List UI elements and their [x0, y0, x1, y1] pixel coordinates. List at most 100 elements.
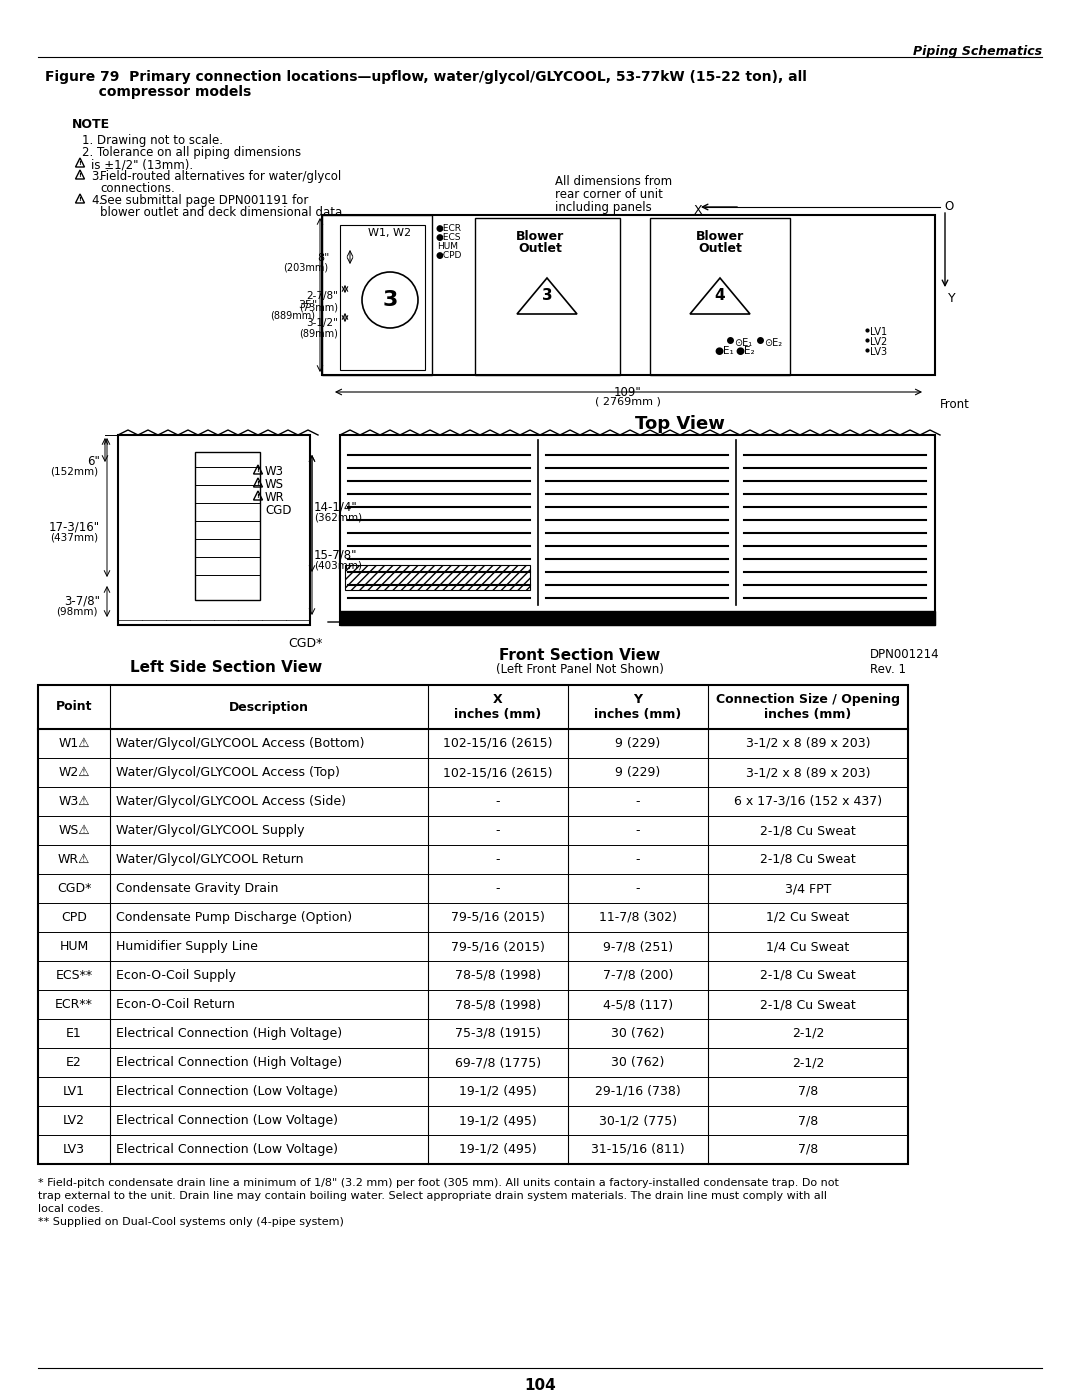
Text: -: -: [496, 824, 500, 837]
Bar: [118, 434, 310, 624]
Text: -: -: [636, 882, 640, 895]
Text: trap external to the unit. Drain line may contain boiling water. Select appropri: trap external to the unit. Drain line ma…: [38, 1192, 827, 1201]
Text: 2-1/2: 2-1/2: [792, 1056, 824, 1069]
Text: ( 2769mm ): ( 2769mm ): [595, 397, 661, 407]
Text: Electrical Connection (High Voltage): Electrical Connection (High Voltage): [116, 1027, 342, 1039]
Text: WR⚠: WR⚠: [58, 854, 91, 866]
Text: !: !: [257, 482, 259, 486]
Text: Rev. 1: Rev. 1: [870, 664, 906, 676]
Text: ECS**: ECS**: [55, 970, 93, 982]
Text: !: !: [79, 197, 81, 203]
Text: connections.: connections.: [100, 182, 175, 196]
Text: DPN001214: DPN001214: [870, 648, 940, 661]
Text: (362mm): (362mm): [314, 511, 362, 522]
Text: LV3: LV3: [63, 1143, 85, 1155]
Text: 7/8: 7/8: [798, 1143, 819, 1155]
Text: 6 x 17-3/16 (152 x 437): 6 x 17-3/16 (152 x 437): [734, 795, 882, 807]
Text: 3.: 3.: [91, 170, 103, 183]
Bar: [475, 218, 620, 374]
Text: Condensate Pump Discharge (Option): Condensate Pump Discharge (Option): [116, 911, 352, 923]
Bar: [322, 215, 432, 374]
Text: ●CPD: ●CPD: [436, 251, 462, 260]
Text: W3: W3: [265, 465, 284, 478]
Text: LV1: LV1: [63, 1085, 85, 1098]
Text: 11-7/8 (302): 11-7/8 (302): [599, 911, 677, 923]
Text: 3-1/2 x 8 (89 x 203): 3-1/2 x 8 (89 x 203): [746, 738, 870, 750]
Text: Y: Y: [948, 292, 956, 305]
Text: 6": 6": [87, 455, 100, 468]
Text: Water/Glycol/GLYCOOL Access (Side): Water/Glycol/GLYCOOL Access (Side): [116, 795, 346, 807]
Text: CGD*: CGD*: [57, 882, 91, 895]
Text: ⊙E₁: ⊙E₁: [734, 338, 752, 348]
Text: rear corner of unit: rear corner of unit: [555, 189, 663, 201]
Text: !: !: [79, 173, 81, 179]
Text: 3-1/2": 3-1/2": [306, 319, 338, 328]
Text: Water/Glycol/GLYCOOL Access (Bottom): Water/Glycol/GLYCOOL Access (Bottom): [116, 738, 365, 750]
Text: 3: 3: [542, 288, 552, 303]
Text: 1/4 Cu Sweat: 1/4 Cu Sweat: [767, 940, 850, 953]
Text: W1⚠: W1⚠: [58, 738, 90, 750]
Text: Water/Glycol/GLYCOOL Return: Water/Glycol/GLYCOOL Return: [116, 854, 303, 866]
Text: O: O: [944, 201, 954, 214]
Text: 4.: 4.: [91, 194, 103, 207]
Text: (152mm): (152mm): [50, 467, 98, 476]
Text: 79-5/16 (2015): 79-5/16 (2015): [451, 940, 545, 953]
Text: Blower: Blower: [696, 231, 744, 243]
Text: 30-1/2 (775): 30-1/2 (775): [599, 1113, 677, 1127]
Text: !: !: [257, 495, 259, 499]
Text: 4-5/8 (117): 4-5/8 (117): [603, 997, 673, 1011]
Text: 3-7/8": 3-7/8": [64, 595, 100, 608]
Text: (437mm): (437mm): [50, 532, 98, 542]
Text: 7/8: 7/8: [798, 1085, 819, 1098]
Text: W3⚠: W3⚠: [58, 795, 90, 807]
Text: 9-7/8 (251): 9-7/8 (251): [603, 940, 673, 953]
Text: W2⚠: W2⚠: [58, 766, 90, 780]
Text: Electrical Connection (High Voltage): Electrical Connection (High Voltage): [116, 1056, 342, 1069]
Text: * Field-pitch condensate drain line a minimum of 1/8" (3.2 mm) per foot (305 mm): * Field-pitch condensate drain line a mi…: [38, 1178, 839, 1187]
Text: (89mm): (89mm): [299, 330, 338, 339]
Text: ●E₁: ●E₁: [714, 346, 733, 356]
Text: E2: E2: [66, 1056, 82, 1069]
Bar: [195, 453, 260, 599]
Bar: [38, 685, 908, 1164]
Text: ⊙E₂: ⊙E₂: [764, 338, 782, 348]
Text: 8": 8": [318, 253, 330, 263]
Text: (98mm): (98mm): [56, 608, 98, 617]
Text: CGD*: CGD*: [288, 637, 323, 650]
Text: X: X: [693, 204, 702, 217]
Text: ●ECS: ●ECS: [436, 233, 461, 242]
Text: 3/4 FPT: 3/4 FPT: [785, 882, 832, 895]
Text: -: -: [496, 795, 500, 807]
Text: 9 (229): 9 (229): [616, 766, 661, 780]
Bar: [650, 218, 789, 374]
Text: See submittal page DPN001191 for: See submittal page DPN001191 for: [100, 194, 309, 207]
Bar: [340, 434, 935, 624]
Text: (73mm): (73mm): [299, 302, 338, 312]
Text: 2-1/8 Cu Sweat: 2-1/8 Cu Sweat: [760, 970, 855, 982]
Text: !: !: [79, 161, 81, 166]
Bar: [345, 564, 530, 590]
Text: NOTE: NOTE: [72, 117, 110, 131]
Text: Left Side Section View: Left Side Section View: [130, 659, 322, 675]
Text: 2-1/8 Cu Sweat: 2-1/8 Cu Sweat: [760, 854, 855, 866]
Text: 3-1/2 x 8 (89 x 203): 3-1/2 x 8 (89 x 203): [746, 766, 870, 780]
Text: 78-5/8 (1998): 78-5/8 (1998): [455, 970, 541, 982]
Text: LV2: LV2: [63, 1113, 85, 1127]
Text: blower outlet and deck dimensional data.: blower outlet and deck dimensional data.: [100, 205, 346, 219]
Text: (Left Front Panel Not Shown): (Left Front Panel Not Shown): [496, 664, 664, 676]
Text: compressor models: compressor models: [45, 85, 252, 99]
Text: 2-1/2: 2-1/2: [792, 1027, 824, 1039]
Text: 2-1/8 Cu Sweat: 2-1/8 Cu Sweat: [760, 824, 855, 837]
Text: LV3: LV3: [870, 346, 887, 358]
Text: Top View: Top View: [635, 415, 725, 433]
Text: Econ-O-Coil Return: Econ-O-Coil Return: [116, 997, 234, 1011]
Text: Description: Description: [229, 700, 309, 714]
Text: !: !: [257, 468, 259, 474]
Text: 75-3/8 (1915): 75-3/8 (1915): [455, 1027, 541, 1039]
Text: 9 (229): 9 (229): [616, 738, 661, 750]
Text: Outlet: Outlet: [518, 242, 562, 256]
Text: Econ-O-Coil Supply: Econ-O-Coil Supply: [116, 970, 235, 982]
Text: WR: WR: [265, 490, 285, 504]
Text: 35": 35": [298, 300, 318, 310]
Text: 19-1/2 (495): 19-1/2 (495): [459, 1143, 537, 1155]
